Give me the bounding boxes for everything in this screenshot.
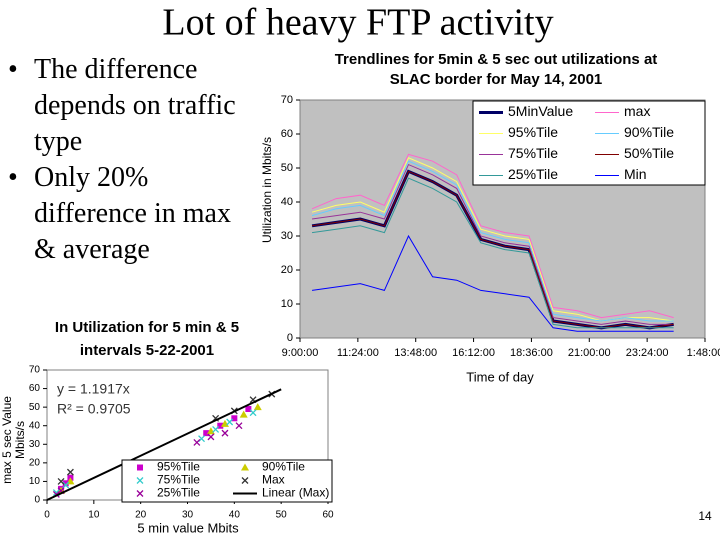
x-tick-label: 40 bbox=[229, 510, 241, 521]
x-tick-label: 1:48:00 bbox=[687, 347, 720, 359]
legend-swatch bbox=[136, 477, 144, 484]
x-tick-label: 30 bbox=[182, 510, 194, 521]
series-line bbox=[311, 177, 674, 329]
point bbox=[231, 415, 238, 422]
series-line bbox=[311, 160, 674, 322]
point bbox=[62, 481, 70, 489]
x-tick-label: 9:00:00 bbox=[282, 347, 319, 359]
series-line bbox=[311, 153, 674, 319]
point bbox=[239, 410, 248, 418]
point bbox=[235, 422, 243, 430]
x-axis-label: Time of day bbox=[466, 369, 534, 384]
x-tick-label: 10 bbox=[88, 510, 100, 521]
x-tick-label: 20 bbox=[135, 510, 147, 521]
legend-label: 5MinValue bbox=[508, 103, 573, 119]
x-tick-label: 16:12:00 bbox=[452, 347, 495, 359]
x-tick-label: 11:24:00 bbox=[337, 347, 379, 359]
x-tick-label: 23:24:00 bbox=[626, 347, 669, 359]
bullet: Only 20% difference in max & average bbox=[6, 160, 236, 268]
x-tick-label: 60 bbox=[322, 510, 334, 521]
chart-title: In Utilization for 5 min & 5 bbox=[55, 319, 239, 336]
page-number: 14 bbox=[698, 509, 712, 523]
legend-swatch bbox=[136, 490, 144, 497]
trend-line bbox=[46, 388, 282, 501]
chart-title: SLAC border for May 14, 2001 bbox=[390, 71, 603, 88]
legend-label: 90%Tile bbox=[262, 460, 305, 474]
y-tick-label: 20 bbox=[29, 457, 41, 468]
y-tick-label: 30 bbox=[29, 439, 41, 450]
x-tick-label: 0 bbox=[44, 510, 50, 521]
point bbox=[217, 422, 224, 429]
y-tick-label: 40 bbox=[281, 196, 293, 208]
y-tick-label: 20 bbox=[281, 264, 293, 276]
legend-swatch bbox=[241, 477, 249, 484]
y-tick-label: 30 bbox=[281, 230, 293, 242]
y-tick-label: 10 bbox=[29, 476, 41, 487]
legend-label: 25%Tile bbox=[508, 166, 558, 182]
legend-label: Linear (Max) bbox=[262, 486, 329, 500]
legend-label: 25%Tile bbox=[157, 486, 200, 500]
legend-box bbox=[472, 100, 706, 186]
y-tick-label: 70 bbox=[29, 365, 41, 376]
legend-label: 75%Tile bbox=[508, 145, 558, 161]
point bbox=[198, 435, 206, 443]
x-tick-label: 18:36:00 bbox=[510, 347, 553, 359]
series-line bbox=[311, 170, 674, 329]
point bbox=[66, 468, 74, 476]
point bbox=[249, 409, 257, 417]
point bbox=[221, 429, 229, 437]
point bbox=[62, 480, 69, 487]
legend-label: max bbox=[624, 103, 650, 119]
bullet-list: The difference depends on traffic type O… bbox=[6, 52, 236, 268]
chart-title: intervals 5-22-2001 bbox=[80, 342, 214, 359]
x-tick-label: 13:48:00 bbox=[394, 347, 437, 359]
legend-label: 95%Tile bbox=[508, 124, 558, 140]
y-tick-label: 40 bbox=[29, 420, 41, 431]
point bbox=[253, 403, 262, 411]
y-tick-label: 60 bbox=[281, 128, 293, 140]
annotation: R² = 0.9705 bbox=[57, 401, 131, 417]
chart-title: Trendlines for 5min & 5 sec out utilizat… bbox=[335, 51, 658, 68]
y-axis-label: Utilization in Mbits/s bbox=[260, 137, 274, 243]
legend-box bbox=[121, 459, 333, 503]
y-tick-label: 0 bbox=[287, 332, 293, 344]
point bbox=[57, 477, 65, 485]
legend-swatch bbox=[137, 464, 143, 471]
legend-label: 75%Tile bbox=[157, 473, 200, 487]
y-axis-label: Mbits/s bbox=[13, 421, 27, 459]
series-line bbox=[311, 234, 674, 332]
slide-title: Lot of heavy FTP activity bbox=[162, 2, 553, 44]
point bbox=[193, 438, 201, 446]
legend-label: 50%Tile bbox=[624, 145, 674, 161]
series-line bbox=[311, 163, 674, 325]
y-tick-label: 50 bbox=[29, 402, 41, 413]
x-tick-label: 50 bbox=[276, 510, 288, 521]
point bbox=[226, 418, 234, 426]
x-tick-label: 21:00:00 bbox=[568, 347, 611, 359]
legend-label: 95%Tile bbox=[157, 460, 200, 474]
point bbox=[212, 425, 220, 433]
y-tick-label: 60 bbox=[29, 383, 41, 394]
y-tick-label: 0 bbox=[34, 495, 40, 506]
legend-label: 90%Tile bbox=[624, 124, 674, 140]
y-axis-label: max 5 sec Value bbox=[0, 396, 14, 484]
point bbox=[203, 430, 210, 437]
point bbox=[245, 406, 252, 412]
legend-label: Min bbox=[624, 166, 647, 182]
legend-swatch bbox=[241, 463, 249, 471]
annotation: y = 1.1917x bbox=[57, 381, 130, 397]
y-tick-label: 50 bbox=[281, 162, 293, 174]
point bbox=[207, 433, 215, 441]
y-tick-label: 10 bbox=[281, 298, 293, 310]
y-tick-label: 70 bbox=[281, 94, 293, 106]
x-axis-label: 5 min value Mbits bbox=[137, 520, 239, 535]
legend-label: Max bbox=[262, 473, 285, 487]
bullet: The difference depends on traffic type bbox=[6, 52, 236, 160]
